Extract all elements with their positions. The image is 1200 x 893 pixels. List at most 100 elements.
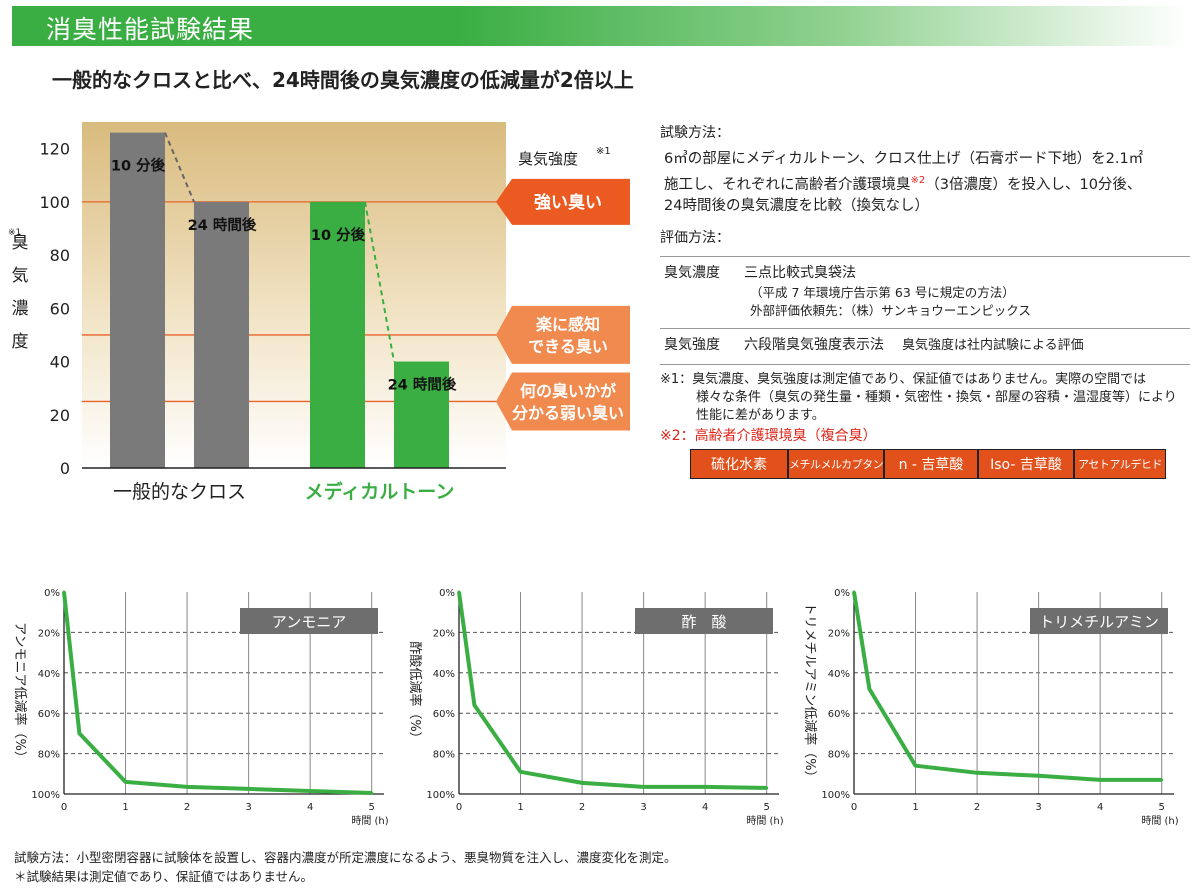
x-tick-label: 5 xyxy=(764,802,770,813)
data-point xyxy=(1160,778,1164,782)
bar-label: 10 分後 xyxy=(311,226,366,244)
y-tick-label: 0 xyxy=(60,459,70,478)
data-point xyxy=(457,590,461,594)
intensity-callout xyxy=(496,372,630,431)
y-tick-label: 0% xyxy=(439,588,455,599)
concentration-sub-2: 外部評価依頼先：（株）サンキョウーエンピックス xyxy=(750,302,1031,318)
chemical-item: アセトアルデヒド xyxy=(1074,448,1166,479)
x-axis-label: 時間 (h) xyxy=(746,815,783,827)
x-tick-label: 3 xyxy=(245,802,251,813)
ammonia-reduction-chart: 0% 20% 40% 60% 80% 100%0 1 2 3 4 5 時間 (h) アンモニアアンモニア… xyxy=(12,588,389,827)
info-panel: 試験方法： 6㎥の部屋にメディカルトーン、クロス仕上げ（石膏ボード下地）を2.1… xyxy=(660,124,1190,479)
y-axis-label-char: 濃 xyxy=(12,299,29,319)
data-point xyxy=(914,764,918,768)
note-1-line-3: 性能に差があります。 xyxy=(696,407,825,423)
divider xyxy=(660,255,1190,257)
x-tick-label: 1 xyxy=(122,802,128,813)
footer-line-1: 試験方法：小型密閉容器に試験体を設置し、容器内濃度が所定濃度になるよう、悪臭物質… xyxy=(14,850,677,865)
x-tick-label: 3 xyxy=(640,802,646,813)
page-title: 消臭性能試験結果 xyxy=(46,15,255,44)
y-tick-label: 0% xyxy=(44,588,60,599)
intensity-label: 分かる弱い臭い xyxy=(512,403,624,422)
group-label: メディカルトーン xyxy=(305,480,455,503)
y-tick-label: 100 xyxy=(39,193,70,212)
y-tick-label: 80 xyxy=(50,246,70,265)
footer-line-2: ＊試験結果は測定値であり、保証値ではありません。 xyxy=(14,869,314,884)
intensity-title-note: ※1 xyxy=(596,146,611,157)
y-axis-note: ※1 xyxy=(8,228,21,238)
y-tick-label: 80% xyxy=(828,750,850,761)
bar-label: 10 分後 xyxy=(111,157,166,175)
y-tick-label: 0% xyxy=(834,588,850,599)
y-tick-label: 20% xyxy=(38,628,60,639)
data-point xyxy=(1037,774,1041,778)
bar xyxy=(394,361,449,468)
y-tick-label: 40% xyxy=(38,669,60,680)
divider xyxy=(660,363,1190,365)
data-point xyxy=(642,785,646,789)
x-tick-label: 5 xyxy=(1159,802,1165,813)
data-point xyxy=(975,771,979,775)
intensity-callout xyxy=(496,305,630,364)
x-axis-label: 時間 (h) xyxy=(1141,815,1178,827)
y-axis-label: アンモニア低減率（%） xyxy=(12,622,28,764)
chart-title-box xyxy=(240,608,378,634)
y-axis-label: 酢酸低減率（%） xyxy=(407,641,423,744)
y-tick-label: 40% xyxy=(828,669,850,680)
data-point xyxy=(77,731,81,735)
y-tick-label: 20% xyxy=(828,628,850,639)
intensity-note: 臭気強度は社内試験による評価 xyxy=(902,337,1084,353)
note-1-line-2: 様々な条件（臭気の発生量・種類・気密性・換気・部屋の容積・温湿度等）により xyxy=(696,389,1177,405)
note-1: ※1：臭気濃度、臭気強度は測定値であり、保証値ではありません。実際の空間では 様… xyxy=(660,371,1190,425)
acetic-acid-reduction-chart: 0% 20% 40% 60% 80% 100%0 1 2 3 4 5 時間 (h) 酢 酸酢酸低減率（%… xyxy=(407,588,784,827)
header-band: 消臭性能試験結果 xyxy=(12,6,1188,46)
divider xyxy=(660,327,1190,329)
odor-concentration-bar-chart: 10 分後 24 時間後 10 分後 24 時間後 0 20 40 60 80 100 120 ※… xyxy=(8,122,630,503)
y-tick-label: 60 xyxy=(50,299,70,318)
x-tick-label: 2 xyxy=(974,802,980,813)
note-1-line-1: 臭気濃度、臭気強度は測定値であり、保証値ではありません。実際の空間では xyxy=(692,371,1147,387)
y-tick-label: 100% xyxy=(426,790,455,801)
intensity-row: 臭気強度 六段階臭気強度表示法 臭気強度は社内試験による評価 xyxy=(660,335,1190,356)
concentration-value: 三点比較式臭袋法 xyxy=(744,264,856,281)
bar-connector xyxy=(364,201,395,362)
x-tick-label: 1 xyxy=(912,802,918,813)
x-tick-label: 4 xyxy=(702,802,708,813)
data-point xyxy=(703,785,707,789)
bar xyxy=(194,201,249,468)
chart-title-box xyxy=(635,608,773,634)
method-line-2b: （3倍濃度）を投入し、10分後、 xyxy=(925,176,1142,193)
data-point xyxy=(519,770,523,774)
y-tick-label: 100% xyxy=(821,790,850,801)
y-axis-label-char: 気 xyxy=(12,266,29,286)
y-tick-label: 40% xyxy=(433,669,455,680)
y-tick-label: 20% xyxy=(433,628,455,639)
data-point xyxy=(124,780,128,784)
concentration-key: 臭気濃度 xyxy=(664,264,720,281)
data-point xyxy=(1098,778,1102,782)
y-tick-label: 60% xyxy=(828,709,850,720)
method-title: 試験方法： xyxy=(660,125,730,141)
x-tick-label: 5 xyxy=(369,802,375,813)
x-tick-label: 0 xyxy=(851,802,857,813)
data-point xyxy=(867,687,871,691)
method-line-2a: 施工し、それぞれに高齢者介護環境臭 xyxy=(664,176,911,193)
intensity-key: 臭気強度 xyxy=(664,336,720,353)
data-point xyxy=(852,590,856,594)
intensity-label: 何の臭いかが xyxy=(520,381,616,400)
y-tick-label: 80% xyxy=(38,750,60,761)
chart-title-box xyxy=(1030,608,1168,634)
chemical-item: 硫化水素 xyxy=(690,448,788,479)
x-tick-label: 1 xyxy=(517,802,523,813)
x-tick-label: 2 xyxy=(579,802,585,813)
y-tick-label: 60% xyxy=(433,709,455,720)
intensity-title: 臭気強度 xyxy=(518,150,578,168)
chart-title: トリメチルアミン xyxy=(1039,613,1159,631)
trimethylamine-reduction-chart: 0% 20% 40% 60% 80% 100%0 1 2 3 4 5 時間 (h) トリメチルアミン トリ… xyxy=(802,588,1179,827)
chemical-item: Iso- 吉草酸 xyxy=(978,448,1074,479)
eval-title: 評価方法： xyxy=(660,229,730,246)
footer: 試験方法：小型密閉容器に試験体を設置し、容器内濃度が所定濃度になるよう、悪臭物質… xyxy=(14,848,677,886)
x-tick-label: 0 xyxy=(61,802,67,813)
data-point xyxy=(765,786,769,790)
intensity-value: 六段階臭気強度表示法 xyxy=(744,336,884,353)
